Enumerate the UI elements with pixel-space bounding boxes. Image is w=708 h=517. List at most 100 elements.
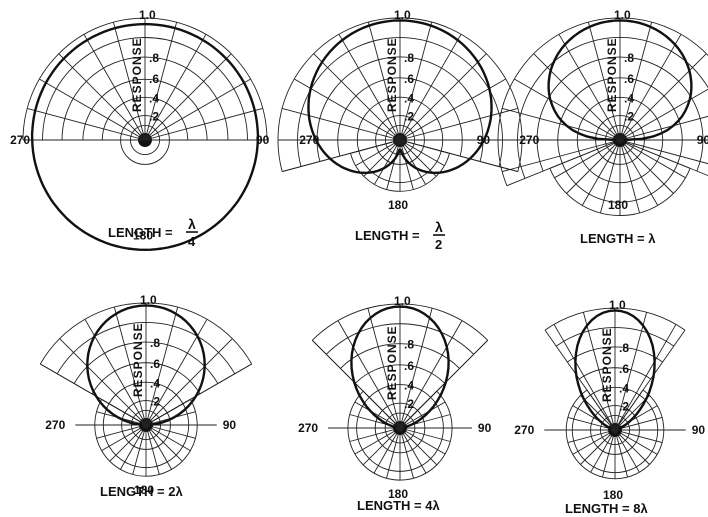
grid-spoke xyxy=(399,139,414,190)
grid-spoke xyxy=(96,424,147,439)
grid-spoke xyxy=(514,78,621,141)
grid-spoke xyxy=(614,324,677,431)
grid-spoke xyxy=(619,22,653,141)
caption-text: LENGTH = 8λ xyxy=(565,501,648,516)
ring-label-0.8: .8 xyxy=(404,51,414,65)
grid-spoke xyxy=(399,107,518,141)
length-caption: LENGTH = 8λ xyxy=(565,501,648,516)
grid-spoke xyxy=(399,427,414,479)
grid-spoke xyxy=(338,34,401,141)
grid-spoke xyxy=(619,139,641,214)
grid-ring xyxy=(39,302,253,365)
grid-spoke xyxy=(132,424,147,475)
grid-spoke xyxy=(549,139,621,169)
response-curve xyxy=(574,309,656,437)
grid-spoke xyxy=(101,424,147,451)
grid-spoke xyxy=(112,22,146,141)
grid-spoke xyxy=(614,429,629,478)
ring-label-0.4: .4 xyxy=(404,91,414,105)
grid-spoke xyxy=(354,427,401,455)
grid-spoke xyxy=(399,390,438,429)
grid-spoke xyxy=(554,139,621,179)
grid-spoke xyxy=(619,139,659,206)
ring-label-0.2: .2 xyxy=(624,110,634,124)
ring-label-0.8: .8 xyxy=(624,51,634,65)
ring-label-0.8: .8 xyxy=(404,338,414,352)
angle-label-180: 180 xyxy=(133,228,153,242)
grid-spoke xyxy=(619,115,708,141)
ring-label-0.6: .6 xyxy=(619,362,629,376)
angle-label-90: 90 xyxy=(478,421,492,435)
response-axis-label: RESPONSE xyxy=(605,37,619,112)
ring-label-0.6: .6 xyxy=(404,359,414,373)
polar-chart-eight: .2 .4 .6 .8 1.0 RESPONSE 270 90 180 LENG… xyxy=(514,298,705,516)
response-axis-label: RESPONSE xyxy=(600,327,614,402)
grid-spoke xyxy=(399,139,450,154)
grid-spoke xyxy=(619,53,707,141)
ring-label-0.2: .2 xyxy=(404,110,414,124)
grid-spoke xyxy=(553,324,616,431)
polar-chart-one: .2 .4 .6 .8 1.0 RESPONSE 270 90 180 LENG… xyxy=(497,8,708,246)
grid-spoke xyxy=(601,429,616,478)
grid-spoke xyxy=(619,139,708,165)
grid-spoke xyxy=(587,22,621,141)
grid-spoke xyxy=(313,53,401,141)
grid-spoke xyxy=(399,139,437,177)
grid-spoke xyxy=(399,22,433,141)
caption-prefix: LENGTH = xyxy=(355,228,420,243)
grid-spoke xyxy=(580,429,616,465)
grid-ring xyxy=(350,153,450,192)
grid-spoke xyxy=(144,107,263,141)
grid-spoke xyxy=(386,139,401,190)
grid-spoke xyxy=(294,78,401,141)
length-caption: LENGTH = λ xyxy=(580,231,656,246)
grid-spoke xyxy=(599,139,621,214)
grid-spoke xyxy=(145,424,160,475)
grid-spoke xyxy=(619,139,691,169)
angle-label-90: 90 xyxy=(477,133,491,147)
ring-label-1.0: 1.0 xyxy=(394,8,411,22)
grid-spoke xyxy=(399,139,445,166)
grid-spoke xyxy=(399,427,446,455)
grid-spoke xyxy=(619,34,682,141)
caption-denominator: 2 xyxy=(435,237,442,252)
ring-label-0.4: .4 xyxy=(149,91,159,105)
ring-label-0.4: .4 xyxy=(619,381,629,395)
grid-spoke xyxy=(367,22,401,141)
caption-text: LENGTH = 2λ xyxy=(100,484,183,499)
grid-spoke xyxy=(362,427,401,466)
ring-label-1.0: 1.0 xyxy=(139,8,156,22)
grid-spoke xyxy=(590,429,616,473)
grid-spoke xyxy=(144,34,207,141)
grid-spoke xyxy=(282,107,401,141)
grid-spoke xyxy=(374,139,401,185)
grid-spoke xyxy=(399,427,427,474)
response-axis-label: RESPONSE xyxy=(385,325,399,400)
grid-ring xyxy=(497,17,708,186)
grid-spoke xyxy=(113,307,147,426)
grid-spoke xyxy=(614,389,644,431)
ring-label-0.6: .6 xyxy=(404,72,414,86)
grid-spoke xyxy=(144,78,251,141)
grid-spoke xyxy=(614,429,650,465)
angle-label-180: 180 xyxy=(388,487,408,501)
grid-spoke xyxy=(363,139,401,177)
angle-label-90: 90 xyxy=(256,133,270,147)
grid-spoke xyxy=(533,53,621,141)
ring-label-0.8: .8 xyxy=(149,51,159,65)
grid-spoke xyxy=(614,429,663,444)
grid-spoke xyxy=(355,139,401,166)
ring-label-0.6: .6 xyxy=(149,72,159,86)
grid-ring xyxy=(277,17,523,172)
grid-spoke xyxy=(109,424,147,462)
ring-label-0.6: .6 xyxy=(150,357,160,371)
ring-label-1.0: 1.0 xyxy=(609,298,626,312)
length-caption: LENGTH = 4λ xyxy=(357,498,440,513)
polar-chart-half: .2 .4 .6 .8 1.0 RESPONSE 270 90 180 LENG… xyxy=(277,8,523,252)
response-axis-label: RESPONSE xyxy=(130,37,144,112)
grid-spoke xyxy=(566,139,621,194)
grid-spoke xyxy=(619,139,686,179)
grid-spoke xyxy=(572,429,616,455)
angle-label-90: 90 xyxy=(692,423,706,437)
